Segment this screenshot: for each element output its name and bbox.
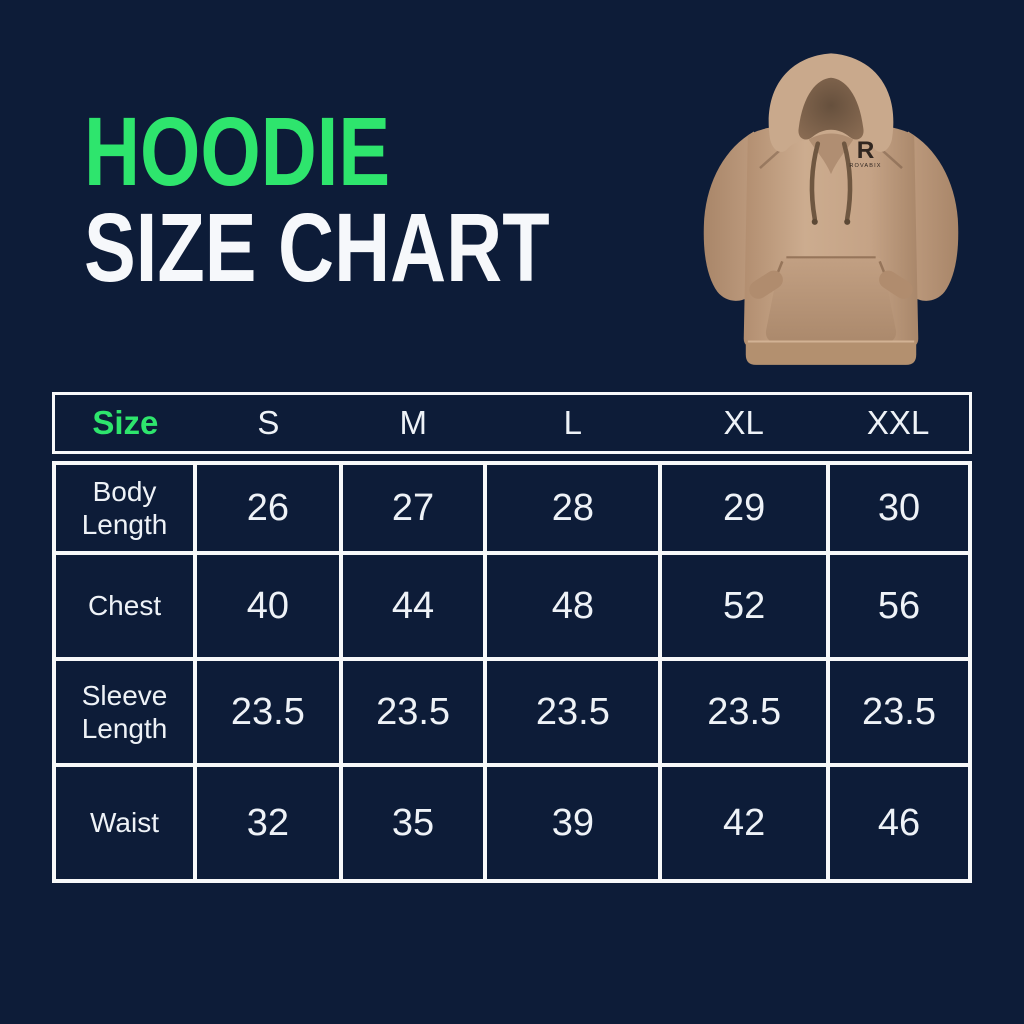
cuff-right <box>879 270 913 299</box>
header-size: Size <box>92 404 159 441</box>
chest-s: 40 <box>195 553 341 659</box>
size-chart-body: Body Length 26 27 28 29 30 Chest 40 44 4… <box>52 461 972 883</box>
row-label-sleeve-length: Sleeve Length <box>54 659 196 765</box>
title-line-hoodie: HOODIE <box>84 97 391 206</box>
drawstring-right <box>841 141 853 222</box>
waist-xl: 42 <box>660 765 828 881</box>
body-length-l: 28 <box>485 463 661 553</box>
drawstring-tip-right <box>844 218 851 225</box>
cuff-left <box>749 270 783 299</box>
waist-s: 32 <box>195 765 341 881</box>
hoodie-illustration: R ROVABIX <box>703 53 959 365</box>
drawstring-tip-left <box>811 218 818 225</box>
waist-xxl: 46 <box>828 765 970 881</box>
body-length-m: 27 <box>340 463 486 553</box>
sleeve-length-s: 23.5 <box>195 659 341 765</box>
body-length-xxl: 30 <box>828 463 970 553</box>
header-xxl: XXL <box>866 404 930 441</box>
title-line-size-chart: SIZE CHART <box>84 193 550 302</box>
size-chart-table: Size S M L XL XXL Body Length 26 27 28 2… <box>52 392 972 883</box>
hoodie-product-image: R ROVABIX <box>656 26 1006 376</box>
header-l: L <box>563 404 582 441</box>
chest-xxl: 56 <box>828 553 970 659</box>
hem-band <box>745 340 917 365</box>
sleeve-length-l: 23.5 <box>485 659 661 765</box>
row-label-waist: Waist <box>54 765 196 881</box>
chest-l: 48 <box>485 553 661 659</box>
header-s: S <box>257 404 280 441</box>
sleeve-length-xxl: 23.5 <box>828 659 970 765</box>
waist-l: 39 <box>485 765 661 881</box>
chest-m: 44 <box>340 553 486 659</box>
hood-interior <box>798 77 864 140</box>
brand-logo-mark: R <box>857 137 875 164</box>
drawstring-left <box>809 141 821 222</box>
kangaroo-pocket <box>765 257 897 343</box>
page-title: HOODIE SIZE CHART <box>84 97 666 302</box>
sleeve-length-xl: 23.5 <box>660 659 828 765</box>
header-xl: XL <box>723 404 764 441</box>
waist-m: 35 <box>340 765 486 881</box>
body-length-xl: 29 <box>660 463 828 553</box>
row-label-body-length: Body Length <box>54 463 196 553</box>
sleeve-length-m: 23.5 <box>340 659 486 765</box>
body-length-s: 26 <box>195 463 341 553</box>
brand-logo: R ROVABIX <box>849 137 881 169</box>
row-label-chest: Chest <box>54 553 196 659</box>
size-chart-header-row: Size S M L XL XXL <box>52 392 972 454</box>
brand-logo-text: ROVABIX <box>849 163 881 169</box>
chest-xl: 52 <box>660 553 828 659</box>
header-m: M <box>399 404 428 441</box>
